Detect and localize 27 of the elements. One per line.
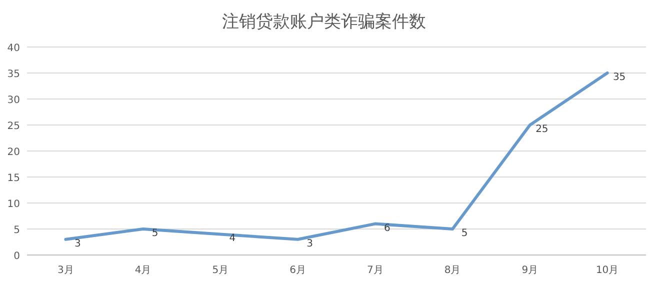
data-label: 6 <box>384 222 390 234</box>
y-tick-label: 10 <box>7 199 20 210</box>
x-tick-label: 9月 <box>522 265 538 276</box>
data-label: 5 <box>152 228 158 239</box>
data-label: 3 <box>306 238 313 250</box>
y-tick-label: 0 <box>14 251 20 262</box>
data-label: 3 <box>74 238 81 250</box>
y-tick-label: 15 <box>7 173 20 184</box>
x-tick-label: 3月 <box>58 265 74 276</box>
x-tick-label: 5月 <box>212 265 229 276</box>
x-tick-label: 8月 <box>444 265 461 276</box>
data-label: 5 <box>461 228 468 239</box>
y-tick-label: 5 <box>14 225 20 236</box>
data-label: 4 <box>229 233 236 244</box>
chart-title: 注销贷款账户类诈骗案件数 <box>222 12 426 32</box>
data-label: 25 <box>536 124 548 135</box>
y-tick-label: 30 <box>7 95 20 106</box>
x-tick-label: 7月 <box>367 265 384 276</box>
x-tick-label: 4月 <box>134 265 152 276</box>
y-tick-label: 25 <box>7 121 20 132</box>
x-tick-label: 10月 <box>596 265 619 276</box>
y-tick-label: 40 <box>7 43 20 54</box>
y-tick-label: 35 <box>7 69 20 80</box>
x-tick-label: 6月 <box>290 265 306 276</box>
y-tick-label: 20 <box>7 147 20 158</box>
line-series <box>64 72 609 241</box>
data-label: 35 <box>612 72 626 83</box>
